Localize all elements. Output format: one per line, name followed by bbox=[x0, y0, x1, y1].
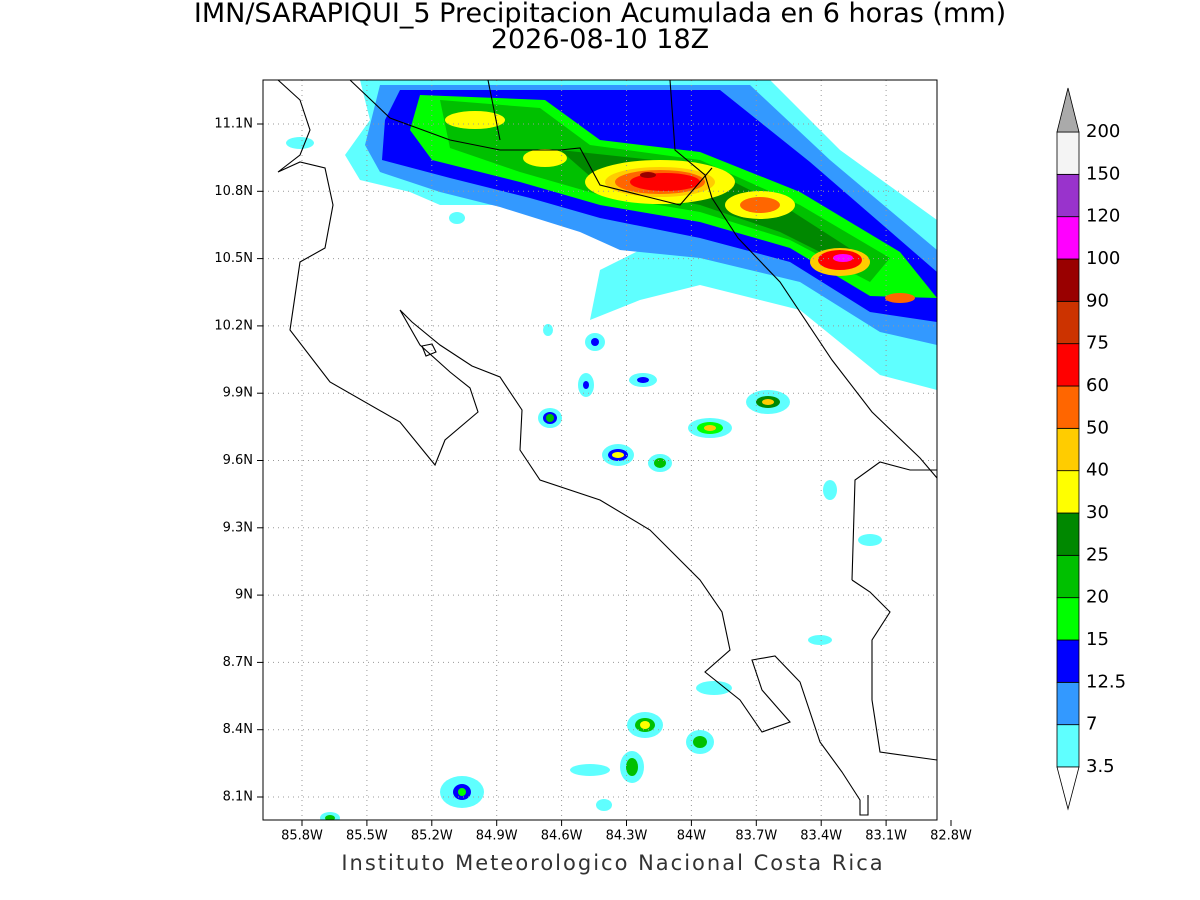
x-tick-label: 83.1W bbox=[865, 829, 907, 844]
colorbar-band bbox=[1056, 470, 1080, 514]
colorbar-over bbox=[1056, 87, 1080, 133]
colorbar-label: 20 bbox=[1086, 587, 1109, 608]
title: IMN/SARAPIQUI_5 Precipitacion Acumulada … bbox=[194, 0, 1006, 29]
colorbar-band bbox=[1056, 427, 1080, 472]
colorbar-label: 90 bbox=[1086, 290, 1109, 311]
y-tick-label: 10.2N bbox=[214, 318, 253, 333]
colorbar-label: 200 bbox=[1086, 121, 1120, 142]
x-tick-label: 84.6W bbox=[541, 829, 583, 844]
colorbar-label: 75 bbox=[1086, 333, 1109, 354]
colorbar-band bbox=[1056, 512, 1080, 556]
colorbar-band bbox=[1056, 681, 1080, 726]
colorbar-band bbox=[1056, 554, 1080, 599]
y-tick-label: 8.7N bbox=[223, 655, 253, 670]
colorbar-label: 3.5 bbox=[1086, 756, 1115, 777]
precip-fields bbox=[345, 80, 937, 390]
y-tick-label: 8.4N bbox=[223, 722, 253, 737]
footer: Instituto Meteorologico Nacional Costa R… bbox=[341, 851, 884, 875]
y-tick-label: 11.1N bbox=[214, 117, 253, 132]
y-tick-label: 10.8N bbox=[214, 184, 253, 199]
plot-frame bbox=[262, 79, 938, 821]
colorbar-label: 12.5 bbox=[1086, 671, 1126, 692]
colorbar-under bbox=[1056, 766, 1080, 811]
colorbar-label: 40 bbox=[1086, 460, 1109, 481]
colorbar-label: 15 bbox=[1086, 629, 1109, 650]
colorbar-band bbox=[1056, 300, 1080, 345]
x-tick-label: 84.3W bbox=[606, 829, 648, 844]
colorbar-band bbox=[1056, 343, 1080, 387]
x-tick-label: 84.9W bbox=[476, 829, 518, 844]
y-tick-label: 9.3N bbox=[223, 520, 253, 535]
x-tick-label: 85.2W bbox=[411, 829, 453, 844]
x-tick-label: 83.4W bbox=[800, 829, 842, 844]
x-tick-label: 85.8W bbox=[281, 829, 323, 844]
y-tick-label: 9.6N bbox=[223, 453, 253, 468]
colorbar-band bbox=[1056, 597, 1080, 641]
y-tick-label: 9.9N bbox=[223, 386, 253, 401]
x-tick-label: 83.7W bbox=[735, 829, 777, 844]
subtitle: 2026-08-10 18Z bbox=[491, 24, 709, 55]
x-tick-label: 82.8W bbox=[930, 829, 972, 844]
map-plot bbox=[263, 80, 937, 820]
colorbar-band bbox=[1056, 385, 1080, 429]
colorbar-band bbox=[1056, 639, 1080, 683]
colorbar-label: 7 bbox=[1086, 714, 1097, 735]
colorbar-label: 120 bbox=[1086, 206, 1120, 227]
colorbar-label: 30 bbox=[1086, 502, 1109, 523]
colorbar-label: 100 bbox=[1086, 248, 1120, 269]
y-tick-label: 8.1N bbox=[223, 790, 253, 805]
colorbar-band bbox=[1056, 724, 1080, 768]
colorbar-band bbox=[1056, 131, 1080, 175]
colorbar-label: 150 bbox=[1086, 163, 1120, 184]
x-tick-label: 84W bbox=[677, 829, 707, 844]
colorbar: 3.5 7 12.5 15 20 25 30 40 50 60 75 90 100 120 150 200 bbox=[1056, 87, 1126, 811]
y-tick-label: 9N bbox=[235, 588, 253, 603]
colorbar-band bbox=[1056, 173, 1080, 218]
grid bbox=[263, 80, 937, 820]
colorbar-label: 25 bbox=[1086, 544, 1109, 565]
colorbar-band bbox=[1056, 216, 1080, 260]
y-tick-label: 10.5N bbox=[214, 251, 253, 266]
x-tick-label: 85.5W bbox=[346, 829, 388, 844]
colorbar-label: 60 bbox=[1086, 375, 1109, 396]
colorbar-label: 50 bbox=[1086, 417, 1109, 438]
coastlines bbox=[277, 80, 937, 816]
colorbar-band bbox=[1056, 258, 1080, 302]
